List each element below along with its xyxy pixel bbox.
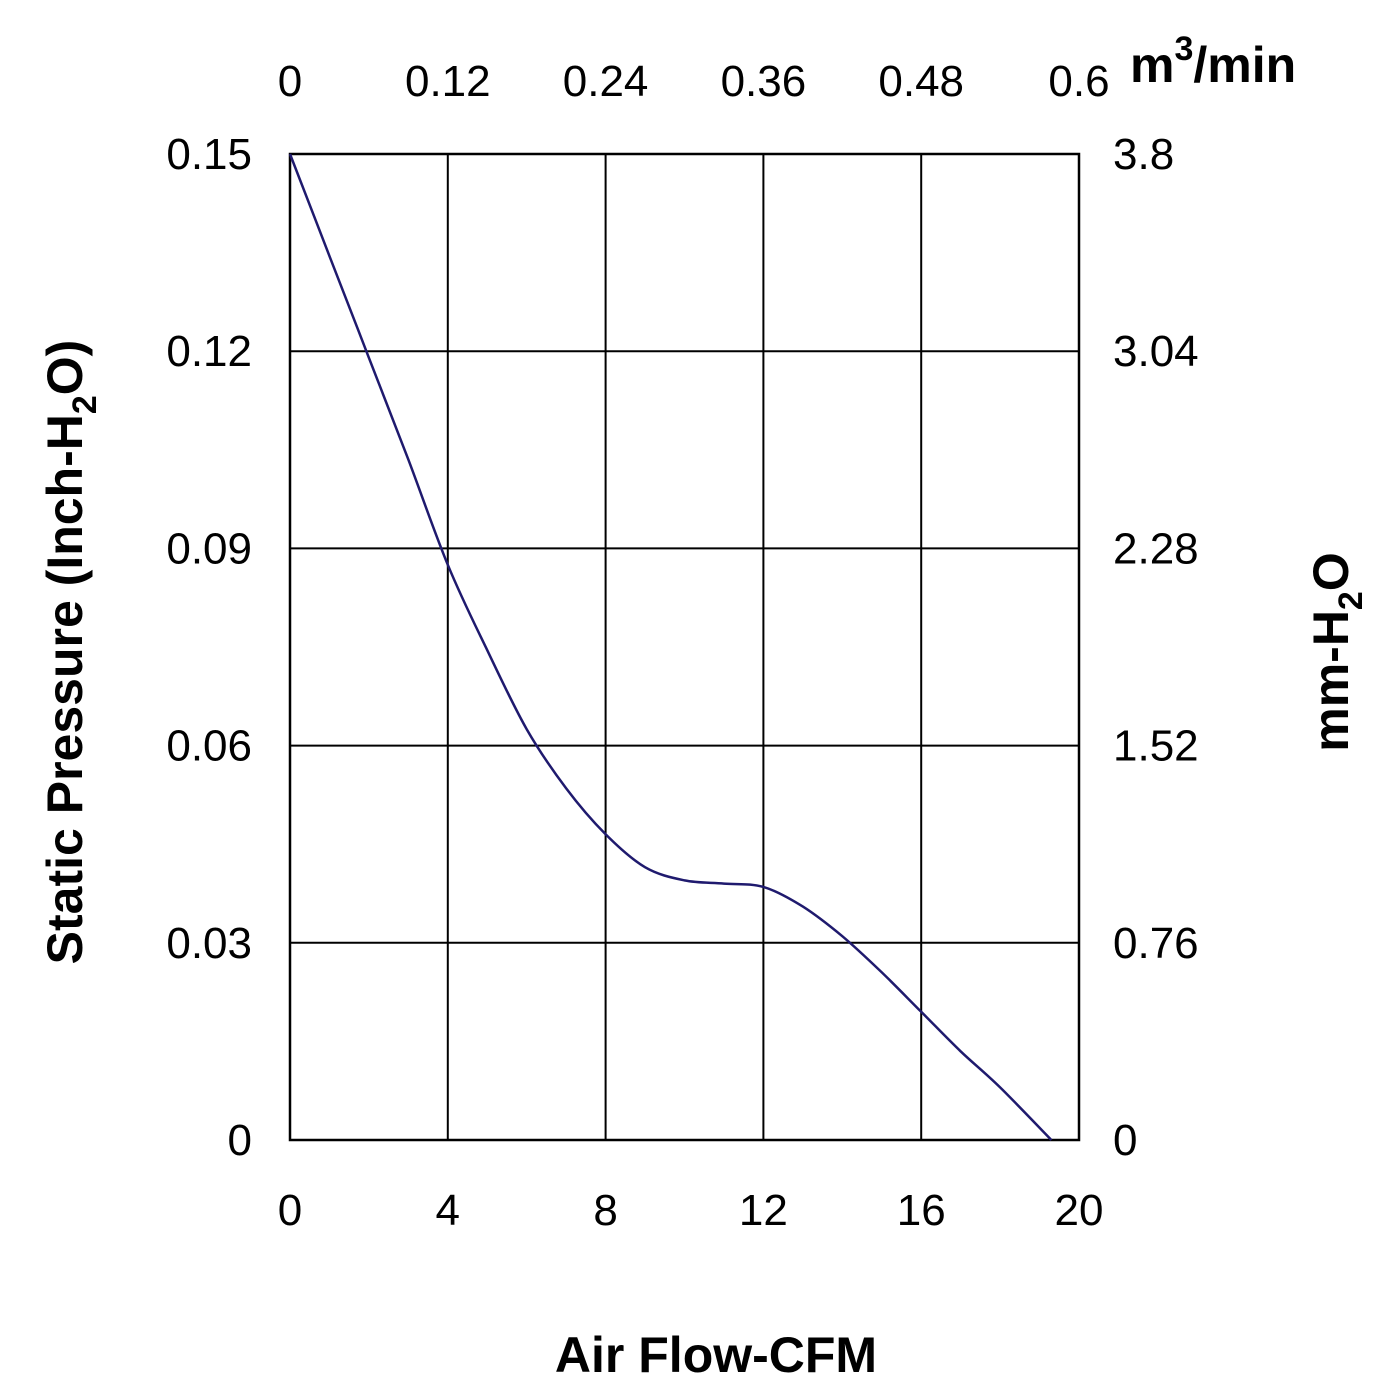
y2-tick-label: 1.52 [1113, 722, 1199, 771]
y2-tick-label: 2.28 [1113, 524, 1199, 573]
x-tick-label: 16 [897, 1186, 946, 1235]
x-tick-label: 8 [593, 1186, 617, 1235]
x2-tick-label: 0.48 [878, 57, 964, 106]
pq-curve-line [288, 153, 1053, 1141]
y-title-prefix: Static Pressure (Inch-H [37, 414, 93, 964]
x-tick-label: 4 [436, 1186, 460, 1235]
plot-frame [288, 152, 1081, 1142]
grid-lines [290, 154, 1079, 1140]
x2-tick-label: 0.12 [405, 57, 491, 106]
x-tick-label: 20 [1055, 1186, 1104, 1235]
y-tick-label: 0.06 [166, 722, 252, 771]
y-tick-label: 0.12 [166, 327, 252, 376]
x-tick-label: 0 [278, 1186, 302, 1235]
x2-tick-label: 0.36 [721, 57, 807, 106]
x2-unit-superscript: 3 [1174, 30, 1193, 68]
x-axis-bottom: 0 4 8 12 16 20 [278, 1186, 1104, 1235]
x2-tick-label: 0.24 [563, 57, 649, 106]
x2-tick-label: 0 [278, 57, 302, 106]
x-axis-title: Air Flow-CFM [555, 1327, 877, 1383]
y2-title-suffix: O [1303, 552, 1359, 591]
y2-title-subscript: 2 [1332, 591, 1370, 610]
y2-tick-label: 3.04 [1113, 327, 1199, 376]
y-tick-label: 0.15 [166, 130, 252, 179]
y2-title-prefix: mm-H [1303, 610, 1359, 752]
series-group [288, 153, 1053, 1141]
y-axis-right: 0 0.76 1.52 2.28 3.04 3.8 [1113, 130, 1199, 1165]
y2-tick-label: 3.8 [1113, 130, 1174, 179]
x2-unit-prefix: m [1130, 37, 1174, 93]
y-axis-left: 0 0.03 0.06 0.09 0.12 0.15 [166, 130, 252, 1165]
y-axis-title: Static Pressure (Inch-H2O) [37, 340, 104, 965]
y-title-suffix: O) [37, 340, 93, 396]
x-axis-top: 0 0.12 0.24 0.36 0.48 0.6 [278, 57, 1110, 106]
y2-axis-title: mm-H2O [1303, 552, 1370, 752]
y-tick-label: 0 [228, 1116, 252, 1165]
x2-tick-label: 0.6 [1048, 57, 1109, 106]
y2-tick-label: 0.76 [1113, 919, 1199, 968]
y-title-subscript: 2 [66, 395, 104, 414]
x2-unit-suffix: /min [1193, 37, 1296, 93]
y-tick-label: 0.09 [166, 524, 252, 573]
y2-tick-label: 0 [1113, 1116, 1137, 1165]
x2-axis-unit: m3/min [1130, 30, 1296, 93]
y-tick-label: 0.03 [166, 919, 252, 968]
x-tick-label: 12 [739, 1186, 788, 1235]
